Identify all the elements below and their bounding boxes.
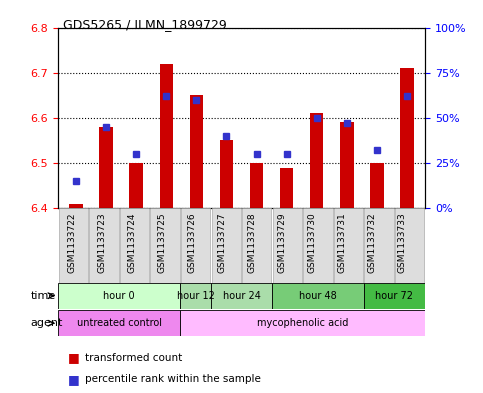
Bar — [395, 208, 425, 283]
Bar — [99, 127, 113, 208]
Bar — [211, 283, 272, 309]
Bar — [58, 310, 180, 336]
Text: percentile rank within the sample: percentile rank within the sample — [85, 374, 260, 384]
Bar — [340, 123, 354, 208]
Bar — [212, 208, 241, 283]
Bar — [370, 163, 384, 208]
Text: untreated control: untreated control — [77, 318, 162, 328]
Bar — [180, 310, 425, 336]
Bar — [242, 208, 271, 283]
Text: GSM1133732: GSM1133732 — [368, 212, 377, 273]
Bar — [400, 68, 414, 208]
Bar — [181, 208, 210, 283]
Bar — [190, 95, 203, 208]
Text: ■: ■ — [68, 373, 79, 386]
Text: agent: agent — [30, 318, 63, 328]
Text: mycophenolic acid: mycophenolic acid — [257, 318, 348, 328]
Bar — [180, 283, 211, 309]
Bar — [69, 204, 83, 208]
Bar — [273, 208, 302, 283]
Text: GSM1133728: GSM1133728 — [248, 212, 256, 273]
Text: hour 48: hour 48 — [299, 291, 337, 301]
Text: hour 72: hour 72 — [375, 291, 413, 301]
Bar — [303, 208, 333, 283]
Bar — [120, 208, 149, 283]
Text: GDS5265 / ILMN_1899729: GDS5265 / ILMN_1899729 — [63, 18, 227, 31]
Text: GSM1133726: GSM1133726 — [187, 212, 197, 273]
Bar — [129, 163, 143, 208]
Bar — [250, 163, 263, 208]
Bar — [365, 208, 394, 283]
Bar — [364, 283, 425, 309]
Text: hour 12: hour 12 — [177, 291, 214, 301]
Bar — [159, 64, 173, 208]
Text: GSM1133722: GSM1133722 — [67, 212, 76, 273]
Text: GSM1133730: GSM1133730 — [308, 212, 317, 273]
Text: GSM1133723: GSM1133723 — [97, 212, 106, 273]
Bar — [272, 283, 364, 309]
Text: ■: ■ — [68, 351, 79, 364]
Text: hour 0: hour 0 — [103, 291, 135, 301]
Text: GSM1133733: GSM1133733 — [398, 212, 407, 273]
Text: GSM1133731: GSM1133731 — [338, 212, 347, 273]
Bar — [220, 141, 233, 208]
Bar — [310, 114, 324, 208]
Bar — [150, 208, 180, 283]
Text: time: time — [30, 291, 56, 301]
Text: GSM1133725: GSM1133725 — [157, 212, 166, 273]
Text: GSM1133729: GSM1133729 — [278, 212, 286, 273]
Text: hour 24: hour 24 — [223, 291, 260, 301]
Bar — [58, 283, 180, 309]
Text: transformed count: transformed count — [85, 353, 182, 363]
Bar — [89, 208, 118, 283]
Text: GSM1133724: GSM1133724 — [127, 212, 136, 273]
Bar — [58, 208, 88, 283]
Bar — [280, 168, 293, 208]
Text: GSM1133727: GSM1133727 — [217, 212, 227, 273]
Bar — [334, 208, 363, 283]
